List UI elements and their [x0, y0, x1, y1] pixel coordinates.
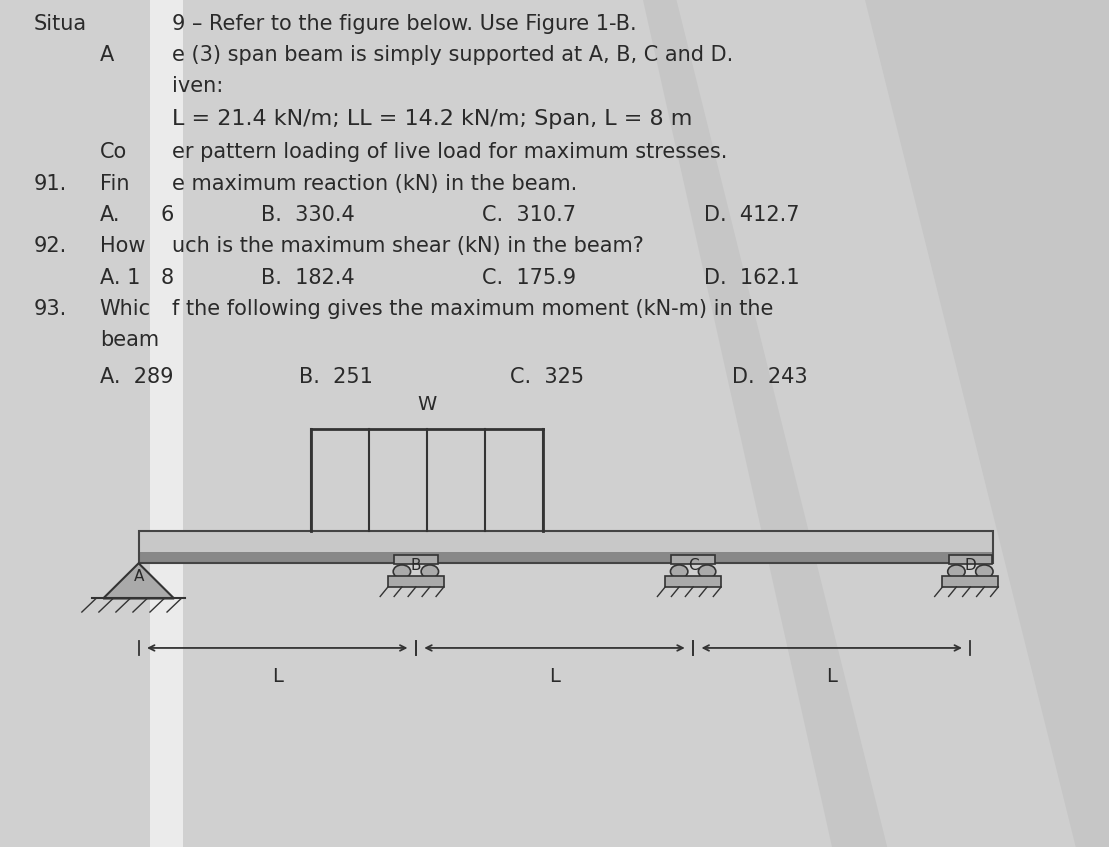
Text: L: L: [549, 667, 560, 685]
Text: W: W: [417, 396, 437, 414]
Text: C.  325: C. 325: [510, 367, 584, 387]
Text: 9 – Refer to the figure below. Use Figure 1-B.: 9 – Refer to the figure below. Use Figur…: [172, 14, 637, 34]
Text: e maximum reaction (kN) in the beam.: e maximum reaction (kN) in the beam.: [172, 174, 577, 194]
Text: L: L: [826, 667, 837, 685]
Circle shape: [671, 565, 688, 579]
Text: B.  251: B. 251: [299, 367, 374, 387]
Text: D.  412.7: D. 412.7: [704, 205, 800, 225]
Text: A.  289: A. 289: [100, 367, 173, 387]
Text: iven:: iven:: [172, 76, 223, 97]
Text: uch is the maximum shear (kN) in the beam?: uch is the maximum shear (kN) in the bea…: [172, 236, 643, 257]
Text: B.  330.4: B. 330.4: [261, 205, 355, 225]
Bar: [139, 531, 993, 552]
Text: 93.: 93.: [33, 299, 67, 319]
Text: B.  182.4: B. 182.4: [261, 268, 354, 288]
Text: 92.: 92.: [33, 236, 67, 257]
Text: Fin: Fin: [100, 174, 130, 194]
Text: 8: 8: [161, 268, 174, 288]
Polygon shape: [103, 563, 174, 599]
Bar: [671, 555, 715, 564]
Text: B: B: [410, 558, 421, 573]
Text: er pattern loading of live load for maximum stresses.: er pattern loading of live load for maxi…: [172, 142, 728, 163]
Bar: [948, 555, 993, 564]
Text: L: L: [272, 667, 283, 685]
Text: 91.: 91.: [33, 174, 67, 194]
Bar: [388, 576, 444, 587]
Circle shape: [948, 565, 965, 579]
Text: f the following gives the maximum moment (kN-m) in the: f the following gives the maximum moment…: [172, 299, 773, 319]
Text: D.  243: D. 243: [732, 367, 807, 387]
Bar: [943, 576, 998, 587]
Bar: [665, 576, 721, 587]
Polygon shape: [643, 0, 1109, 847]
Text: A: A: [100, 45, 114, 65]
Text: C.  175.9: C. 175.9: [482, 268, 577, 288]
Text: L = 21.4 kN/m; LL = 14.2 kN/m; Span, L = 8 m: L = 21.4 kN/m; LL = 14.2 kN/m; Span, L =…: [172, 109, 692, 130]
Text: A. 1: A. 1: [100, 268, 140, 288]
Text: Whic: Whic: [100, 299, 151, 319]
Text: A: A: [133, 569, 144, 584]
Text: C: C: [688, 558, 699, 573]
Text: 6: 6: [161, 205, 174, 225]
Circle shape: [976, 565, 993, 579]
Circle shape: [421, 565, 438, 579]
Text: A.: A.: [100, 205, 120, 225]
Circle shape: [699, 565, 715, 579]
Text: Situa: Situa: [33, 14, 87, 34]
Bar: [394, 555, 438, 564]
Polygon shape: [676, 0, 1076, 847]
Bar: [150, 0, 183, 847]
Text: Co: Co: [100, 142, 128, 163]
Circle shape: [394, 565, 410, 579]
Text: beam: beam: [100, 330, 159, 351]
Bar: [139, 531, 993, 563]
Text: D: D: [965, 558, 976, 573]
Text: C.  310.7: C. 310.7: [482, 205, 577, 225]
Text: How: How: [100, 236, 145, 257]
Text: e (3) span beam is simply supported at A, B, C and D.: e (3) span beam is simply supported at A…: [172, 45, 733, 65]
Bar: [139, 552, 993, 563]
Text: D.  162.1: D. 162.1: [704, 268, 800, 288]
